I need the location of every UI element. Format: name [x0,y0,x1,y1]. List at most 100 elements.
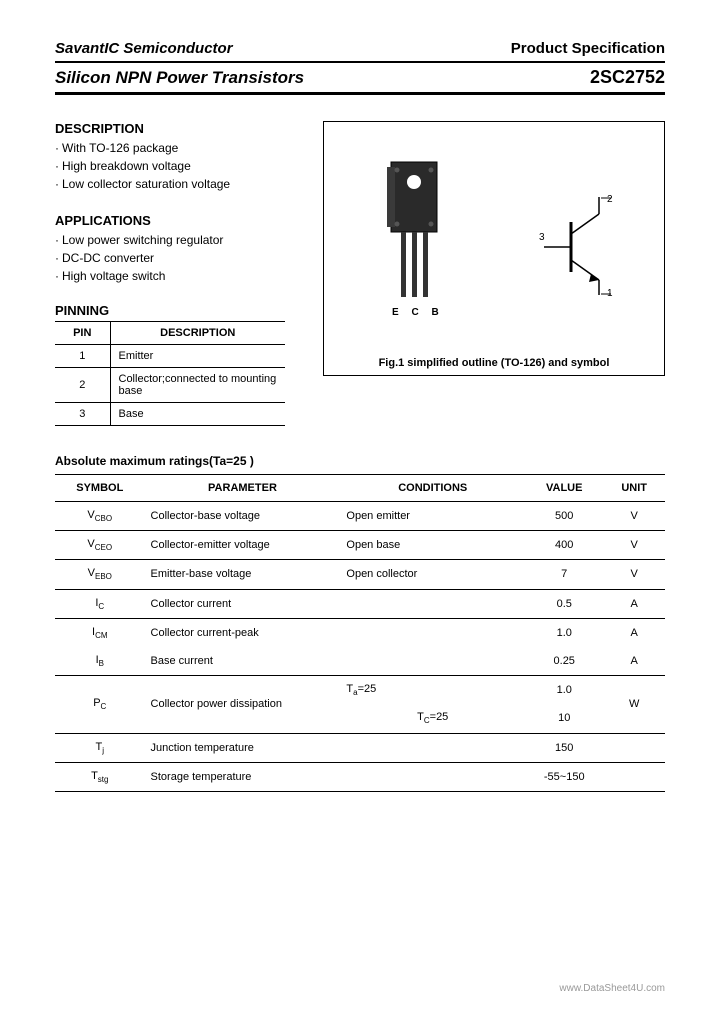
ratings-row: Tstg Storage temperature -55~150 [55,762,665,791]
cond-cell: TC=25 [340,704,525,733]
description-list: With TO-126 package High breakdown volta… [55,139,305,193]
ratings-row: VEBO Emitter-base voltage Open collector… [55,560,665,589]
footer-watermark: www.DataSheet4U.com [559,983,665,994]
app-item: Low power switching regulator [55,231,305,249]
pin-desc: Collector;connected to mounting base [110,368,285,403]
unit-cell: V [603,502,665,531]
col-unit: UNIT [603,475,665,502]
col-conditions: CONDITIONS [340,475,525,502]
unit-cell [603,762,665,791]
cond-cell: Ta=25 [340,676,525,705]
applications-heading: APPLICATIONS [55,213,305,228]
sym-cell: PC [55,676,145,733]
product-spec-label: Product Specification [511,40,665,57]
header-row: SavantIC Semiconductor Product Specifica… [55,40,665,57]
ecb-label: E C B [392,307,444,318]
param-cell: Collector-base voltage [145,502,341,531]
val-cell: 7 [525,560,603,589]
unit-cell: W [603,676,665,733]
pinning-table: PIN DESCRIPTION 1 Emitter 2 Collector;co… [55,321,285,426]
param-cell: Base current [145,647,341,676]
pin-num: 3 [55,403,110,426]
val-cell: 0.25 [525,647,603,676]
sym-cell: Tstg [55,762,145,791]
val-cell: 150 [525,733,603,762]
sym-cell: IC [55,589,145,618]
package-outline-icon [379,157,449,307]
ratings-table: SYMBOL PARAMETER CONDITIONS VALUE UNIT V… [55,474,665,792]
desc-item: With TO-126 package [55,139,305,157]
val-cell: 1.0 [525,676,603,705]
pin-row: 3 Base [55,403,285,426]
sym-cell: Tj [55,733,145,762]
col-value: VALUE [525,475,603,502]
pin-col-pin: PIN [55,322,110,345]
param-cell: Storage temperature [145,762,341,791]
col-symbol: SYMBOL [55,475,145,502]
pin-col-desc: DESCRIPTION [110,322,285,345]
param-cell: Emitter-base voltage [145,560,341,589]
val-cell: 400 [525,531,603,560]
rule-thick [55,92,665,95]
title-row: Silicon NPN Power Transistors 2SC2752 [55,67,665,88]
part-number: 2SC2752 [590,67,665,88]
val-cell: 1.0 [525,618,603,647]
left-column: DESCRIPTION With TO-126 package High bre… [55,121,305,426]
cond-cell [340,647,525,676]
val-cell: -55~150 [525,762,603,791]
pin-desc: Emitter [110,345,285,368]
unit-cell: V [603,531,665,560]
figure-box: E C B 2 3 1 Fig.1 simplified outline (TO… [323,121,665,376]
sym-cell: VCBO [55,502,145,531]
cond-cell: Open emitter [340,502,525,531]
param-cell: Collector current-peak [145,618,341,647]
cond-cell [340,733,525,762]
description-heading: DESCRIPTION [55,121,305,136]
pinning-heading: PINNING [55,303,305,318]
sym-cell: VCEO [55,531,145,560]
param-cell: Collector power dissipation [145,676,341,733]
unit-cell [603,733,665,762]
val-cell: 10 [525,704,603,733]
company-name: SavantIC Semiconductor [55,40,233,57]
pin-header-row: PIN DESCRIPTION [55,322,285,345]
val-cell: 500 [525,502,603,531]
desc-item: Low collector saturation voltage [55,175,305,193]
rule-thin [55,61,665,63]
pin-num: 2 [55,368,110,403]
cond-cell: Open base [340,531,525,560]
sym-pin3: 3 [539,232,545,243]
app-item: High voltage switch [55,267,305,285]
cond-cell [340,618,525,647]
ratings-row: ICM Collector current-peak 1.0 A [55,618,665,647]
pin-row: 2 Collector;connected to mounting base [55,368,285,403]
cond-cell [340,762,525,791]
unit-cell: A [603,618,665,647]
ratings-row: VCBO Collector-base voltage Open emitter… [55,502,665,531]
col-parameter: PARAMETER [145,475,341,502]
ratings-row: IB Base current 0.25 A [55,647,665,676]
ratings-row: PC Collector power dissipation Ta=25 1.0… [55,676,665,705]
sym-cell: VEBO [55,560,145,589]
ratings-row: IC Collector current 0.5 A [55,589,665,618]
sym-cell: ICM [55,618,145,647]
unit-cell: A [603,589,665,618]
ratings-row: Tj Junction temperature 150 [55,733,665,762]
doc-title: Silicon NPN Power Transistors [55,68,304,88]
sym-pin2: 2 [607,194,613,205]
content-columns: DESCRIPTION With TO-126 package High bre… [55,121,665,426]
app-item: DC-DC converter [55,249,305,267]
ratings-row: VCEO Collector-emitter voltage Open base… [55,531,665,560]
right-column: E C B 2 3 1 Fig.1 simplified outline (TO… [323,121,665,426]
val-cell: 0.5 [525,589,603,618]
pin-row: 1 Emitter [55,345,285,368]
param-cell: Junction temperature [145,733,341,762]
pin-num: 1 [55,345,110,368]
param-cell: Collector current [145,589,341,618]
applications-list: Low power switching regulator DC-DC conv… [55,231,305,285]
sym-cell: IB [55,647,145,676]
cond-cell: Open collector [340,560,525,589]
param-cell: Collector-emitter voltage [145,531,341,560]
pin-desc: Base [110,403,285,426]
ratings-heading: Absolute maximum ratings(Ta=25 ) [55,454,665,468]
